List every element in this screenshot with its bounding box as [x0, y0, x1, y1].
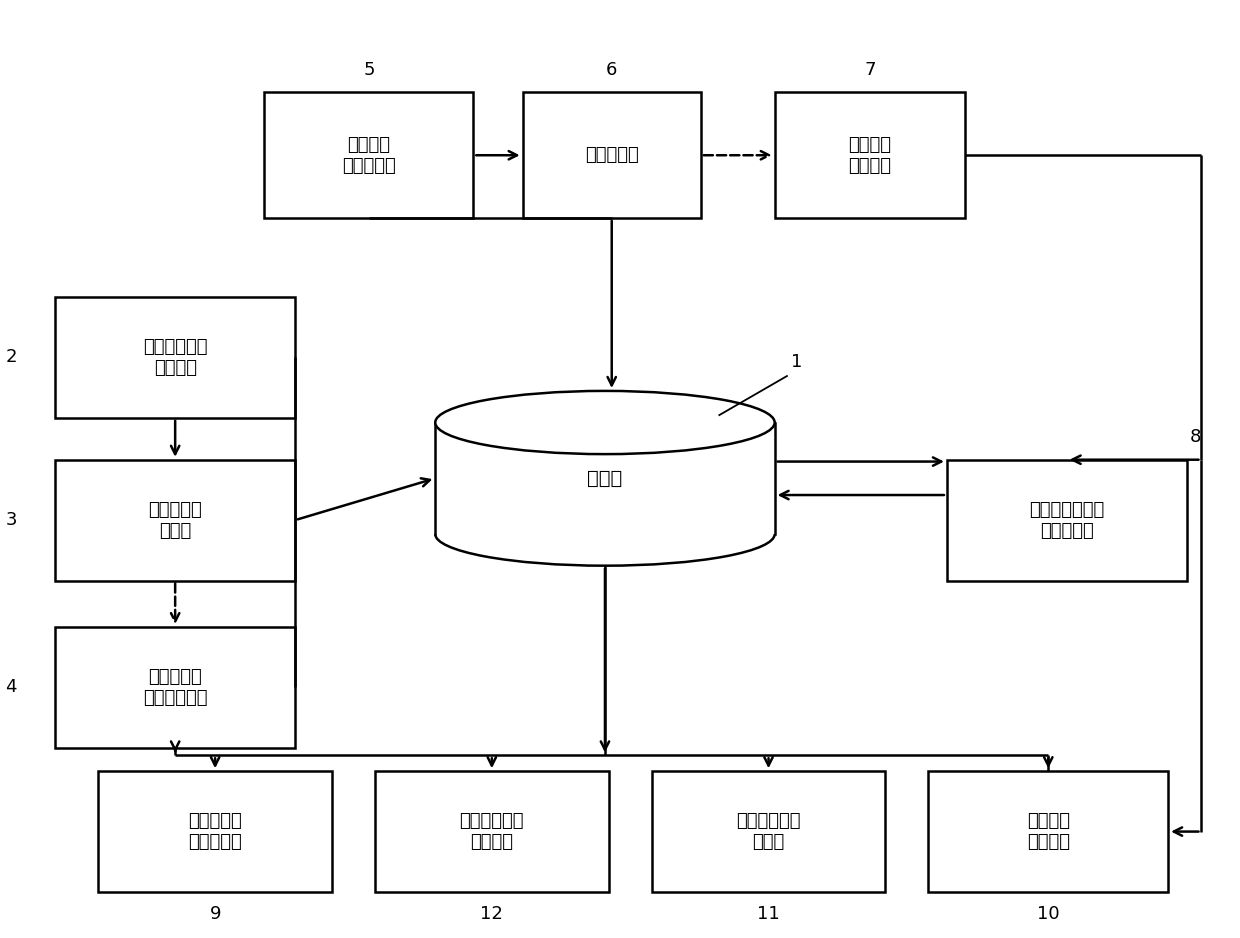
Text: 钢筋编码器: 钢筋编码器	[585, 146, 639, 164]
Text: 钢筋上料
预警系统: 钢筋上料 预警系统	[1027, 812, 1070, 851]
Text: 6: 6	[606, 61, 618, 79]
Ellipse shape	[435, 391, 775, 454]
Text: 钢筋原材料
信息查询器: 钢筋原材料 信息查询器	[188, 812, 242, 851]
Text: 预制构件
信息输入器: 预制构件 信息输入器	[342, 136, 396, 174]
FancyBboxPatch shape	[56, 460, 295, 581]
Text: 钢筋原材料信息
自动集成器: 钢筋原材料信息 自动集成器	[1029, 501, 1105, 539]
FancyBboxPatch shape	[652, 771, 885, 892]
Text: 1: 1	[791, 353, 802, 371]
Text: 3: 3	[5, 511, 17, 529]
FancyBboxPatch shape	[56, 297, 295, 417]
FancyBboxPatch shape	[374, 771, 609, 892]
FancyBboxPatch shape	[264, 93, 474, 218]
FancyBboxPatch shape	[56, 627, 295, 748]
FancyBboxPatch shape	[522, 93, 701, 218]
Text: 5: 5	[363, 61, 374, 79]
Text: 9: 9	[210, 905, 221, 923]
Text: 钢筋原材料信
息输入器: 钢筋原材料信 息输入器	[143, 338, 207, 377]
Text: 4: 4	[5, 678, 17, 697]
Text: 12: 12	[480, 905, 503, 923]
Text: 钢筋加工
监控系统: 钢筋加工 监控系统	[848, 136, 892, 174]
Text: 2: 2	[5, 348, 17, 367]
FancyBboxPatch shape	[947, 460, 1187, 581]
Text: 钢筋原材料
上料监控系统: 钢筋原材料 上料监控系统	[143, 668, 207, 707]
Text: 钢筋材料仓储
预警系统: 钢筋材料仓储 预警系统	[460, 812, 525, 851]
Text: 钢筋原材料
编码器: 钢筋原材料 编码器	[149, 501, 202, 539]
Bar	[435, 422, 775, 534]
Text: 8: 8	[1190, 429, 1202, 446]
Text: 数据库: 数据库	[588, 469, 622, 488]
FancyBboxPatch shape	[775, 93, 965, 218]
FancyBboxPatch shape	[98, 771, 332, 892]
Text: 11: 11	[758, 905, 780, 923]
FancyBboxPatch shape	[929, 771, 1168, 892]
Text: 10: 10	[1037, 905, 1060, 923]
Text: 钢筋材料损耗
分析器: 钢筋材料损耗 分析器	[737, 812, 801, 851]
Text: 7: 7	[864, 61, 875, 79]
